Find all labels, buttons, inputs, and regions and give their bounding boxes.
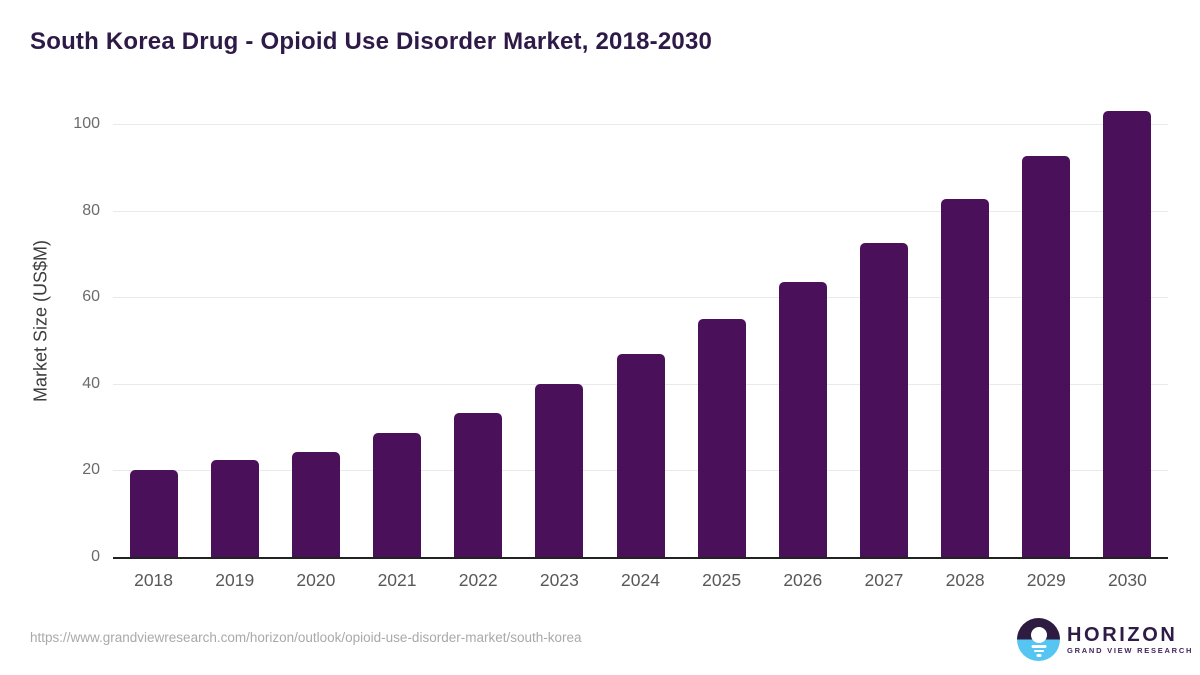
sun-glyph xyxy=(1030,627,1047,643)
bar-2026 xyxy=(778,282,827,557)
bar-2020 xyxy=(291,452,340,557)
x-tick-label-2027: 2027 xyxy=(864,570,904,590)
y-tick-label-80: 80 xyxy=(82,201,100,219)
gridline-y-100 xyxy=(113,124,1168,125)
y-tick-label-0: 0 xyxy=(91,548,100,565)
y-tick-label-100: 100 xyxy=(73,115,100,132)
reflection-line xyxy=(1033,649,1044,652)
x-tick-label-2021: 2021 xyxy=(377,570,417,590)
bar-2019 xyxy=(210,460,259,557)
x-axis-line xyxy=(113,557,1168,559)
sunset-horizon-icon xyxy=(1017,618,1060,661)
bar-2027 xyxy=(859,243,908,557)
x-tick-label-2019: 2019 xyxy=(215,570,255,590)
y-tick-label-40: 40 xyxy=(82,374,100,392)
bar-2024 xyxy=(616,353,665,557)
reflection-line xyxy=(1036,654,1041,657)
x-tick-label-2023: 2023 xyxy=(539,570,579,590)
gridline-y-80 xyxy=(113,210,1168,212)
bar-2030 xyxy=(1103,111,1152,557)
chart-title: South Korea Drug - Opioid Use Disorder M… xyxy=(30,28,713,55)
logo-sub-brand: GRAND VIEW RESEARCH xyxy=(1067,645,1194,655)
gridline-y-60 xyxy=(113,297,1168,299)
x-tick-label-2022: 2022 xyxy=(458,570,498,590)
reflection-line xyxy=(1031,645,1046,648)
y-tick-label-20: 20 xyxy=(82,461,100,479)
x-tick-label-2020: 2020 xyxy=(296,570,336,590)
bar-2023 xyxy=(535,384,584,557)
x-tick-label-2030: 2030 xyxy=(1107,570,1147,590)
bar-2029 xyxy=(1022,155,1071,557)
horizon-logo: HORIZON GRAND VIEW RESEARCH xyxy=(1017,618,1193,661)
bar-2021 xyxy=(373,432,422,557)
bar-2018 xyxy=(129,469,178,557)
x-tick-label-2025: 2025 xyxy=(702,570,742,590)
x-tick-label-2018: 2018 xyxy=(134,570,174,590)
y-tick-label-60: 60 xyxy=(82,288,100,306)
bar-2025 xyxy=(697,318,746,557)
x-tick-label-2026: 2026 xyxy=(783,570,823,590)
x-tick-label-2028: 2028 xyxy=(945,570,985,590)
x-tick-label-2024: 2024 xyxy=(621,570,660,590)
source-url: https://www.grandviewresearch.com/horizo… xyxy=(30,630,582,645)
bar-2022 xyxy=(454,413,503,557)
x-tick-label-2029: 2029 xyxy=(1026,570,1066,590)
logo-text: HORIZON GRAND VIEW RESEARCH xyxy=(1067,624,1193,656)
bar-2028 xyxy=(941,199,990,557)
logo-brand-name: HORIZON xyxy=(1067,623,1178,646)
